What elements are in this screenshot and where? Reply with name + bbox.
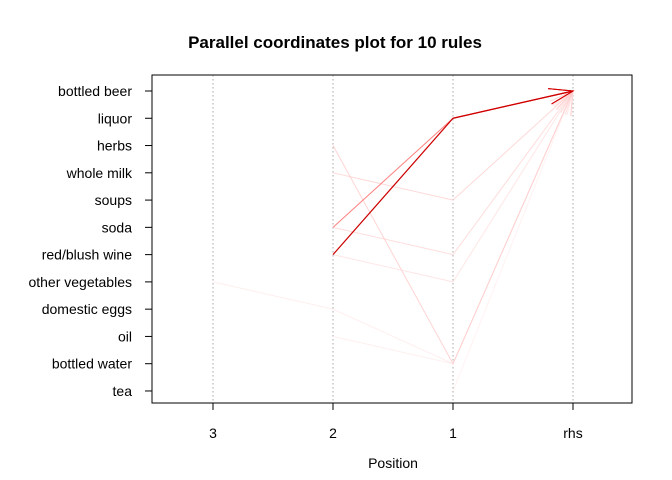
rule-line-4 — [332, 90, 574, 365]
rule-line-10 — [452, 90, 574, 392]
plot-border — [151, 74, 633, 404]
y-tick-label-domestic-eggs: domestic eggs — [42, 301, 132, 317]
y-tick-label-oil: oil — [118, 328, 132, 344]
y-tick-label-soups: soups — [95, 192, 132, 208]
y-tick-label-tea: tea — [113, 383, 133, 399]
y-tick-label-red-blush-wine: red/blush wine — [42, 247, 132, 263]
x-tick-label-rhs: rhs — [563, 425, 582, 441]
grid-lines — [212, 75, 574, 403]
y-tick-label-liquor: liquor — [98, 110, 133, 126]
x-axis-title: Position — [368, 455, 418, 471]
rule-line-6 — [332, 90, 574, 256]
x-tick-label-1: 1 — [449, 425, 457, 441]
rule-line-7 — [332, 90, 574, 283]
x-tick-label-2: 2 — [329, 425, 337, 441]
y-tick-label-other-vegetables: other vegetables — [28, 274, 132, 290]
x-axis: 3 2 1 rhs — [209, 403, 583, 441]
rule-arrowhead-1 — [548, 88, 575, 105]
rule-line-1 — [332, 90, 574, 256]
rule-line-8 — [212, 90, 574, 365]
y-tick-label-bottled-water: bottled water — [52, 356, 132, 372]
rule-lines — [212, 88, 575, 392]
y-axis: bottled beer liquor herbs whole milk soups so… — [28, 83, 152, 399]
rule-line-5 — [332, 90, 574, 201]
x-tick-label-3: 3 — [209, 425, 217, 441]
y-tick-label-herbs: herbs — [97, 138, 132, 154]
y-tick-label-soda: soda — [102, 219, 133, 235]
y-tick-label-bottled-beer: bottled beer — [58, 83, 132, 99]
chart-title: Parallel coordinates plot for 10 rules — [188, 33, 482, 52]
y-tick-label-whole-milk: whole milk — [66, 165, 133, 181]
